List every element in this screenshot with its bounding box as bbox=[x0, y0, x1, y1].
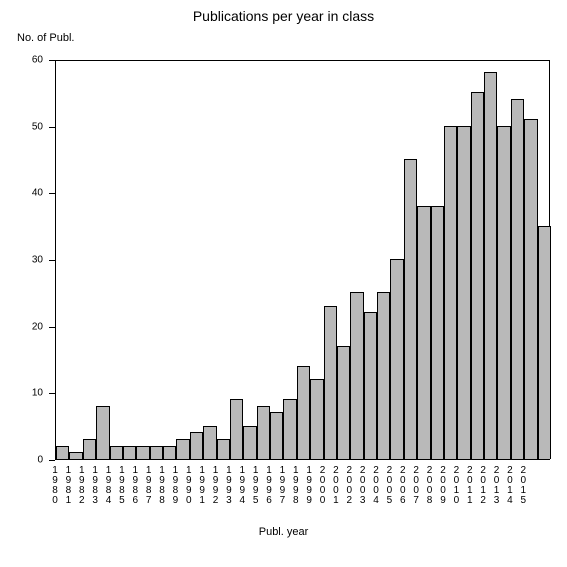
bar bbox=[123, 446, 136, 459]
bar bbox=[69, 452, 82, 459]
bar bbox=[243, 426, 256, 459]
bar bbox=[136, 446, 149, 459]
y-tick-label: 20 bbox=[0, 321, 43, 332]
x-tick-label: 1983 bbox=[88, 466, 101, 506]
x-tick-label: 1995 bbox=[249, 466, 262, 506]
bar bbox=[457, 126, 470, 459]
bar bbox=[337, 346, 350, 459]
bar bbox=[257, 406, 270, 459]
y-tick-label: 30 bbox=[0, 255, 43, 266]
bar bbox=[163, 446, 176, 459]
x-tick-label: 1990 bbox=[182, 466, 195, 506]
y-tick-mark bbox=[49, 193, 55, 194]
x-tick-label: 1986 bbox=[129, 466, 142, 506]
plot-area bbox=[55, 60, 550, 460]
bar bbox=[511, 99, 524, 459]
chart-title: Publications per year in class bbox=[0, 8, 567, 24]
bar bbox=[190, 432, 203, 459]
y-tick-label: 50 bbox=[0, 121, 43, 132]
bar bbox=[444, 126, 457, 459]
x-tick-label: 1991 bbox=[195, 466, 208, 506]
x-tick-label: 1989 bbox=[169, 466, 182, 506]
bar bbox=[497, 126, 510, 459]
y-tick-mark bbox=[49, 60, 55, 61]
x-tick-label: 1988 bbox=[155, 466, 168, 506]
x-tick-label: 1980 bbox=[48, 466, 61, 506]
bar bbox=[471, 92, 484, 459]
bar bbox=[96, 406, 109, 459]
y-tick-mark bbox=[49, 460, 55, 461]
x-tick-label: 2009 bbox=[436, 466, 449, 506]
bar bbox=[283, 399, 296, 459]
bar bbox=[390, 259, 403, 459]
bar bbox=[217, 439, 230, 459]
x-tick-label: 2015 bbox=[517, 466, 530, 506]
bar bbox=[364, 312, 377, 459]
y-tick-label: 10 bbox=[0, 388, 43, 399]
bar bbox=[377, 292, 390, 459]
bar bbox=[110, 446, 123, 459]
bar bbox=[538, 226, 551, 459]
x-tick-label: 2001 bbox=[329, 466, 342, 506]
x-tick-label: 1997 bbox=[276, 466, 289, 506]
x-tick-label: 2005 bbox=[383, 466, 396, 506]
x-tick-label: 2004 bbox=[369, 466, 382, 506]
y-tick-mark bbox=[49, 260, 55, 261]
bar bbox=[404, 159, 417, 459]
bar bbox=[56, 446, 69, 459]
x-tick-label: 1999 bbox=[303, 466, 316, 506]
x-tick-label: 2014 bbox=[503, 466, 516, 506]
x-tick-label: 1998 bbox=[289, 466, 302, 506]
bar bbox=[350, 292, 363, 459]
x-tick-label: 1985 bbox=[115, 466, 128, 506]
x-tick-label: 2008 bbox=[423, 466, 436, 506]
x-tick-label: 1993 bbox=[222, 466, 235, 506]
chart-canvas: Publications per year in class No. of Pu… bbox=[0, 0, 567, 567]
x-tick-label: 1996 bbox=[262, 466, 275, 506]
bar bbox=[310, 379, 323, 459]
bar bbox=[176, 439, 189, 459]
y-tick-label: 0 bbox=[0, 455, 43, 466]
bar bbox=[83, 439, 96, 459]
bar bbox=[431, 206, 444, 459]
x-tick-label: 2011 bbox=[463, 466, 476, 506]
x-tick-label: 2012 bbox=[476, 466, 489, 506]
bar bbox=[203, 426, 216, 459]
bar bbox=[297, 366, 310, 459]
bar bbox=[524, 119, 537, 459]
x-tick-label: 2010 bbox=[450, 466, 463, 506]
x-tick-label: 2007 bbox=[410, 466, 423, 506]
y-axis-title: No. of Publ. bbox=[17, 32, 74, 44]
y-tick-mark bbox=[49, 127, 55, 128]
y-tick-label: 60 bbox=[0, 55, 43, 66]
y-tick-label: 40 bbox=[0, 188, 43, 199]
x-tick-label: 2013 bbox=[490, 466, 503, 506]
x-axis-title: Publ. year bbox=[0, 526, 567, 538]
bar bbox=[270, 412, 283, 459]
bar bbox=[484, 72, 497, 459]
bar bbox=[230, 399, 243, 459]
bar bbox=[324, 306, 337, 459]
x-tick-label: 1992 bbox=[209, 466, 222, 506]
x-tick-label: 2002 bbox=[343, 466, 356, 506]
x-tick-label: 1981 bbox=[62, 466, 75, 506]
bar bbox=[150, 446, 163, 459]
x-tick-label: 2000 bbox=[316, 466, 329, 506]
y-tick-mark bbox=[49, 393, 55, 394]
x-tick-label: 2003 bbox=[356, 466, 369, 506]
x-tick-label: 2006 bbox=[396, 466, 409, 506]
y-tick-mark bbox=[49, 327, 55, 328]
bar bbox=[417, 206, 430, 459]
x-tick-label: 1982 bbox=[75, 466, 88, 506]
x-tick-label: 1994 bbox=[236, 466, 249, 506]
x-tick-label: 1984 bbox=[102, 466, 115, 506]
x-tick-label: 1987 bbox=[142, 466, 155, 506]
